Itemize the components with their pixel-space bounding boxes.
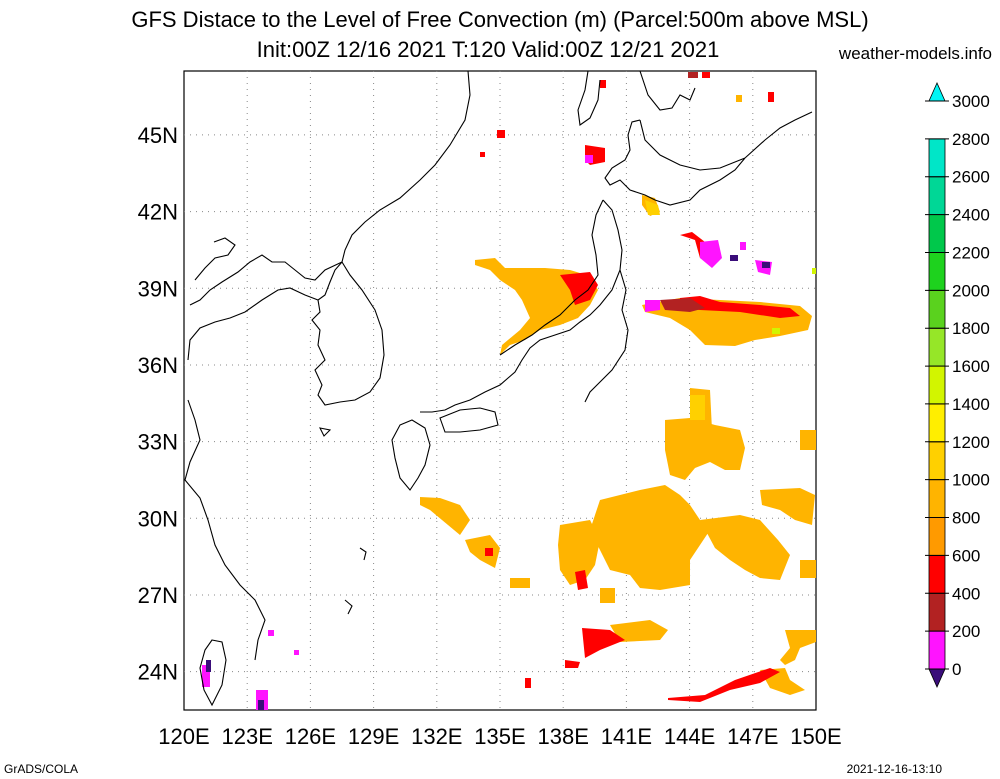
colorbar-swatch xyxy=(928,403,946,443)
colorbar-label: 1200 xyxy=(952,433,990,452)
software-credit: GrADS/COLA xyxy=(4,762,79,776)
colorbar-label: 800 xyxy=(952,509,980,528)
colorbar-swatch xyxy=(928,630,946,670)
colorbar-label: 2200 xyxy=(952,243,990,262)
lon-axis-labels: 120E 123E 126E 129E 132E 135E 138E 141E 144E 147E… xyxy=(158,724,841,749)
lon-tick-label: 123E xyxy=(222,724,273,749)
colorbar-label: 600 xyxy=(952,546,980,565)
colorbar-swatch xyxy=(928,365,946,405)
colorbar-swatch xyxy=(928,592,946,632)
colorbar-swatch xyxy=(928,289,946,329)
colorbar: 0 200 400 600 800 1000 1200 1400 1600 1800 2000 220… xyxy=(925,82,990,688)
lon-tick-label: 138E xyxy=(538,724,589,749)
lon-tick-label: 126E xyxy=(285,724,336,749)
lon-tick-label: 147E xyxy=(727,724,778,749)
colorbar-swatch xyxy=(928,252,946,291)
timestamp: 2021-12-16-13:10 xyxy=(846,762,942,776)
colorbar-swatch xyxy=(928,82,946,102)
colorbar-label: 1400 xyxy=(952,395,990,414)
map-subtitle: Init:00Z 12/16 2021 T:120 Valid:00Z 12/2… xyxy=(256,37,720,62)
lon-tick-label: 141E xyxy=(601,724,652,749)
colorbar-label: 1600 xyxy=(952,357,990,376)
colorbar-swatch xyxy=(928,668,946,688)
colorbar-label: 2000 xyxy=(952,281,990,300)
colorbar-swatch xyxy=(928,214,946,253)
lat-tick-label: 42N xyxy=(138,200,178,225)
lat-axis-labels: 24N 27N 30N 33N 36N 39N 42N 45N xyxy=(138,123,178,685)
coastlines xyxy=(184,71,813,707)
lat-tick-label: 27N xyxy=(138,583,178,608)
lat-tick-label: 36N xyxy=(138,353,178,378)
colorbar-swatch xyxy=(928,327,946,367)
colorbar-label: 1800 xyxy=(952,319,990,338)
colorbar-label: 1000 xyxy=(952,471,990,490)
map-frame xyxy=(183,70,817,711)
colorbar-swatch xyxy=(928,517,946,556)
colorbar-label: 0 xyxy=(952,660,961,679)
lfc-shading xyxy=(202,72,816,710)
lon-tick-label: 135E xyxy=(474,724,525,749)
colorbar-swatch xyxy=(928,138,946,178)
colorbar-swatch xyxy=(928,441,946,481)
map-title: GFS Distace to the Level of Free Convect… xyxy=(131,7,869,32)
colorbar-label: 3000 xyxy=(952,92,990,111)
colorbar-label: 200 xyxy=(952,622,980,641)
colorbar-label: 2400 xyxy=(952,206,990,225)
lon-tick-label: 144E xyxy=(664,724,715,749)
lon-tick-label: 120E xyxy=(158,724,209,749)
lat-tick-label: 33N xyxy=(138,430,178,455)
colorbar-swatch xyxy=(928,479,946,518)
colorbar-label: 2800 xyxy=(952,130,990,149)
lon-tick-label: 150E xyxy=(790,724,841,749)
lat-tick-label: 24N xyxy=(138,660,178,685)
colorbar-label: 400 xyxy=(952,584,980,603)
lat-tick-label: 45N xyxy=(138,123,178,148)
lat-tick-label: 39N xyxy=(138,276,178,301)
lat-tick-label: 30N xyxy=(138,506,178,531)
credit-text: weather-models.info xyxy=(838,44,992,63)
lon-tick-label: 129E xyxy=(348,724,399,749)
colorbar-swatch xyxy=(928,555,946,594)
colorbar-swatch xyxy=(928,176,946,216)
lon-tick-label: 132E xyxy=(411,724,462,749)
colorbar-label: 2600 xyxy=(952,168,990,187)
